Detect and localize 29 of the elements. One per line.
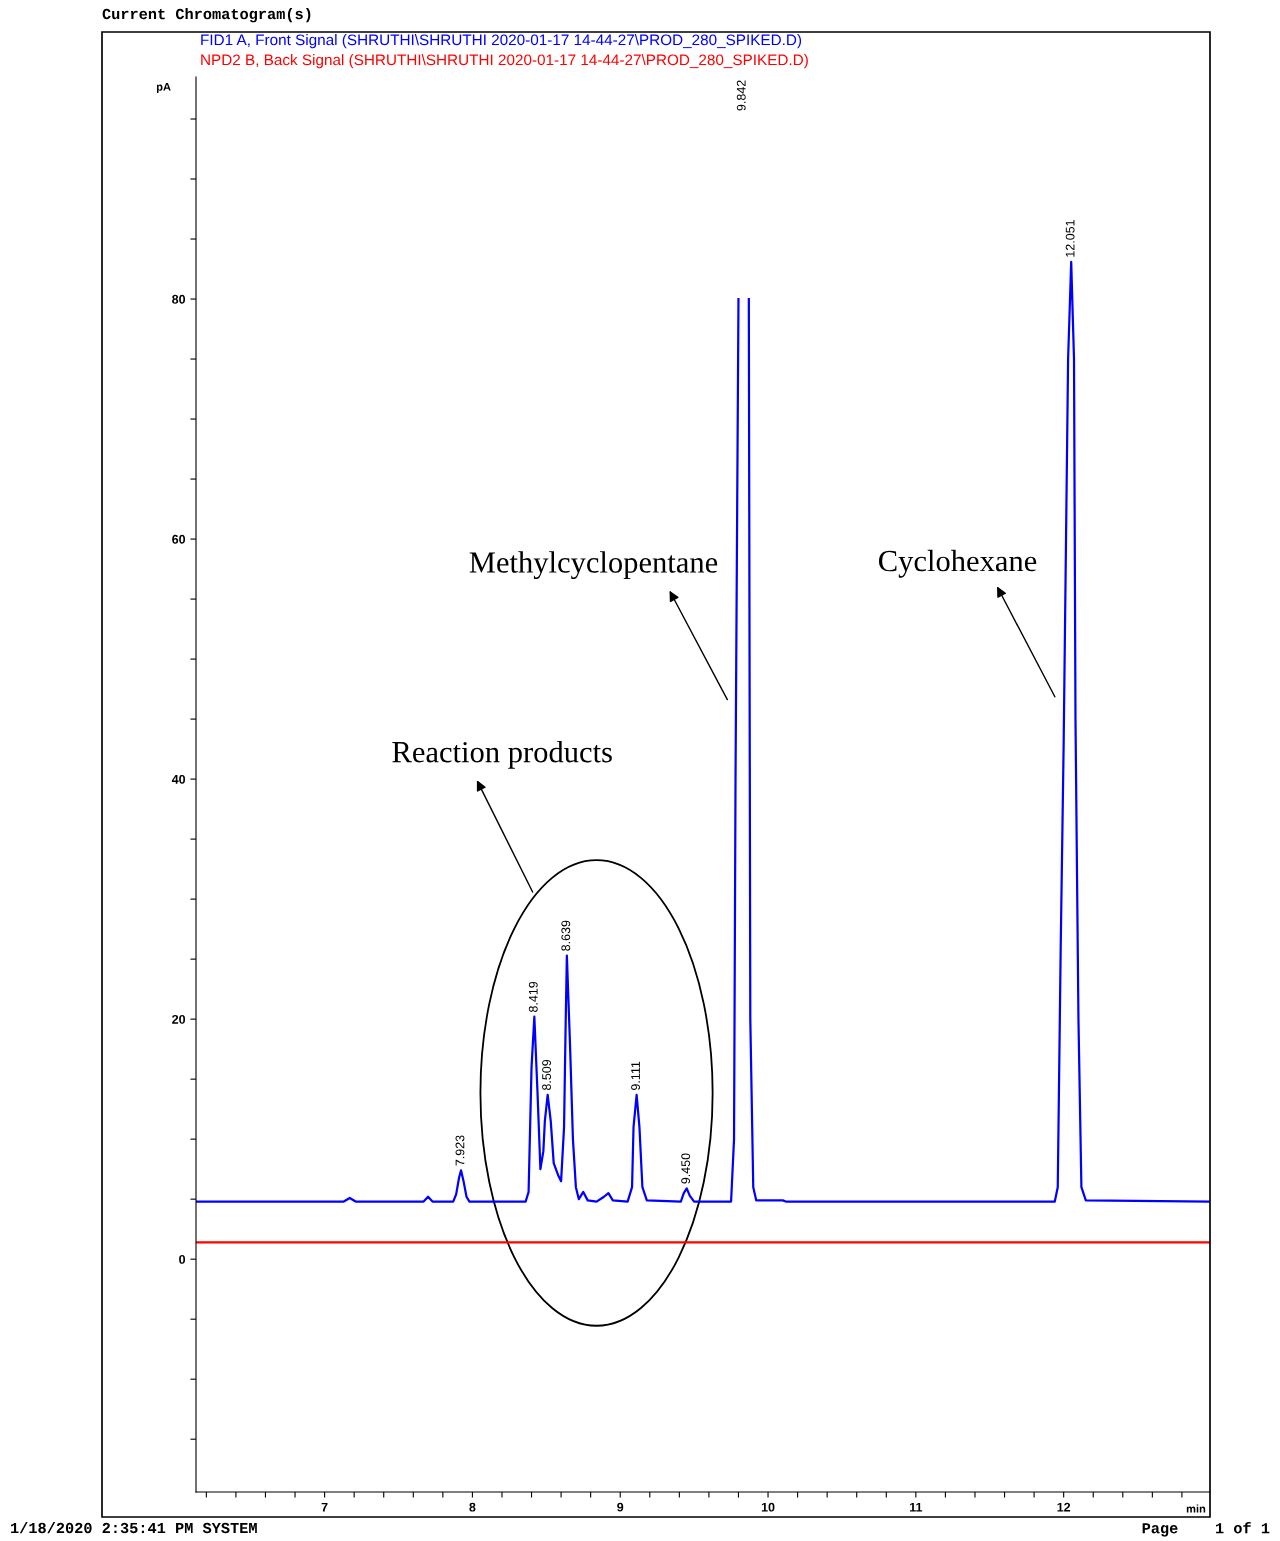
annotation: 12.051 — [1065, 220, 1075, 257]
y-tick-label: 80 — [172, 294, 186, 304]
chart-title: Current Chromatogram(s) — [102, 8, 311, 23]
x-axis-title: min — [1186, 1504, 1206, 1513]
annotation: 9.842 — [736, 80, 746, 111]
annotation: 7.923 — [455, 1135, 465, 1166]
y-tick-label: 20 — [172, 1014, 186, 1024]
x-tick-label: 9 — [617, 1502, 624, 1512]
annotation: Reaction products — [392, 740, 612, 769]
annotation: 8.509 — [542, 1059, 551, 1091]
annotation: 8.419 — [528, 981, 538, 1013]
annotation: 8.639 — [561, 920, 571, 951]
x-tick-label: 12 — [1057, 1502, 1071, 1512]
x-tick-label: 11 — [910, 1502, 923, 1512]
y-tick-label: 40 — [171, 774, 186, 784]
y-axis-title: pA — [156, 82, 171, 93]
text: FID1 A, Front Signal (SHRUTHI\SHRUTHI 2020-01-17 14-44-27\PROD_280_SPIKED.D) — [201, 34, 802, 49]
annotation: 9.111 — [631, 1061, 640, 1090]
annotation: Methylcyclopentane — [469, 551, 718, 580]
annotation: Cyclohexane — [879, 549, 1037, 578]
text: NPD2 B, Back Signal (SHRUTHI\SHRUTHI 2020-01-17 14-44-27\PROD_280_SPIKED.D) — [201, 54, 808, 69]
y-tick-label: 0 — [179, 1254, 186, 1264]
annotation: 9.450 — [681, 1153, 691, 1184]
text: 1/18/2020 2:35:41 PM SYSTEM — [11, 1522, 257, 1534]
text: Page 1 of 1 — [1142, 1522, 1270, 1537]
x-tick-label: 7 — [321, 1502, 328, 1512]
x-tick-label: 8 — [469, 1502, 476, 1512]
x-tick-label: 10 — [761, 1502, 775, 1512]
y-tick-label: 60 — [172, 534, 186, 544]
